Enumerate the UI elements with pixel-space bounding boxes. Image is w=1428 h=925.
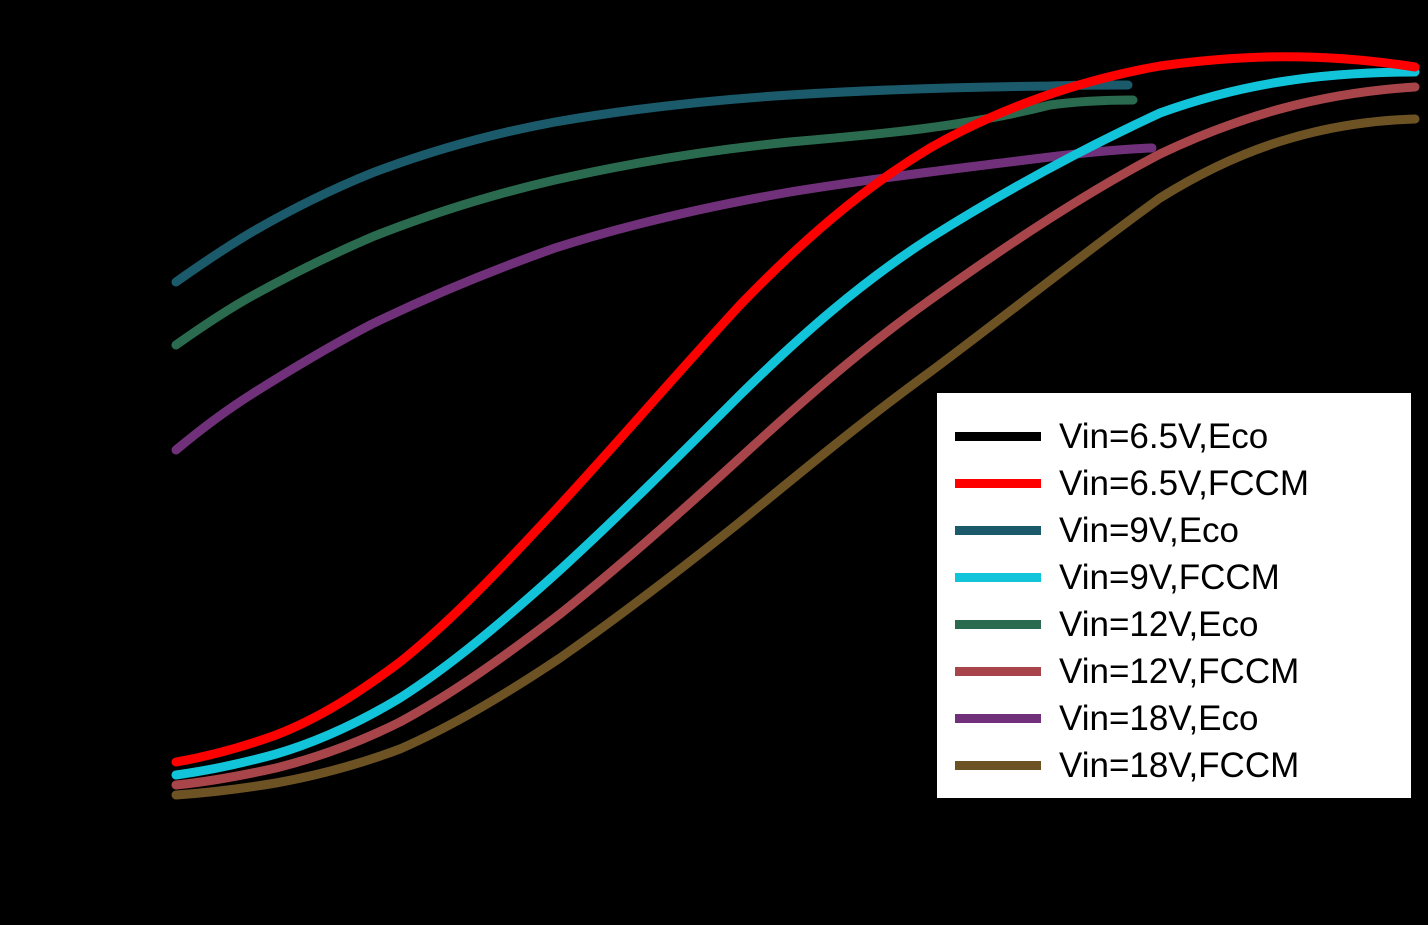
legend-swatch-vin18-fccm [955, 760, 1041, 770]
y-axis-title: Efficiency (%) [33, 345, 66, 529]
curve-group [171, 52, 1420, 800]
curve-vin18-eco [171, 143, 1157, 455]
legend-swatch-vin12-eco [955, 619, 1041, 629]
legend-label-vin9-fccm: Vin=9V,FCCM [1059, 557, 1280, 597]
legend-label-vin18-eco: Vin=18V,Eco [1059, 698, 1259, 738]
legend-swatch-vin65-fccm [955, 478, 1041, 488]
curve-vin9-eco [171, 80, 1133, 287]
legend-item-vin12-fccm[interactable]: Vin=12V,FCCM [955, 648, 1397, 694]
legend-label-vin12-eco: Vin=12V,Eco [1059, 604, 1259, 644]
legend-item-vin9-fccm[interactable]: Vin=9V,FCCM [955, 554, 1397, 600]
curve-vin12-fccm [171, 82, 1420, 790]
legend-swatch-vin18-eco [955, 713, 1041, 723]
legend-item-vin65-eco[interactable]: Vin=6.5V,Eco [955, 413, 1397, 459]
curve-vin12-eco [171, 95, 1138, 350]
chart-legend: Vin=6.5V,Eco Vin=6.5V,FCCM Vin=9V,Eco Vi… [934, 390, 1414, 801]
legend-item-vin65-fccm[interactable]: Vin=6.5V,FCCM [955, 460, 1397, 506]
x-axis-title: Load Current (A) [602, 875, 826, 908]
legend-swatch-vin65-eco [955, 431, 1041, 441]
legend-item-vin18-fccm[interactable]: Vin=18V,FCCM [955, 742, 1397, 788]
legend-swatch-vin9-fccm [955, 572, 1041, 582]
legend-item-vin9-eco[interactable]: Vin=9V,Eco [955, 507, 1397, 553]
curve-vin65-fccm [171, 52, 1420, 767]
curve-vin9-fccm [171, 67, 1420, 780]
legend-item-vin12-eco[interactable]: Vin=12V,Eco [955, 601, 1397, 647]
legend-label-vin65-fccm: Vin=6.5V,FCCM [1059, 463, 1309, 503]
curve-vin18-fccm [171, 114, 1420, 800]
legend-swatch-vin9-eco [955, 525, 1041, 535]
legend-label-vin9-eco: Vin=9V,Eco [1059, 510, 1240, 550]
legend-label-vin65-eco: Vin=6.5V,Eco [1059, 416, 1269, 456]
legend-label-vin12-fccm: Vin=12V,FCCM [1059, 651, 1300, 691]
legend-label-vin18-fccm: Vin=18V,FCCM [1059, 745, 1300, 785]
legend-swatch-vin12-fccm [955, 666, 1041, 676]
legend-item-vin18-eco[interactable]: Vin=18V,Eco [955, 695, 1397, 741]
